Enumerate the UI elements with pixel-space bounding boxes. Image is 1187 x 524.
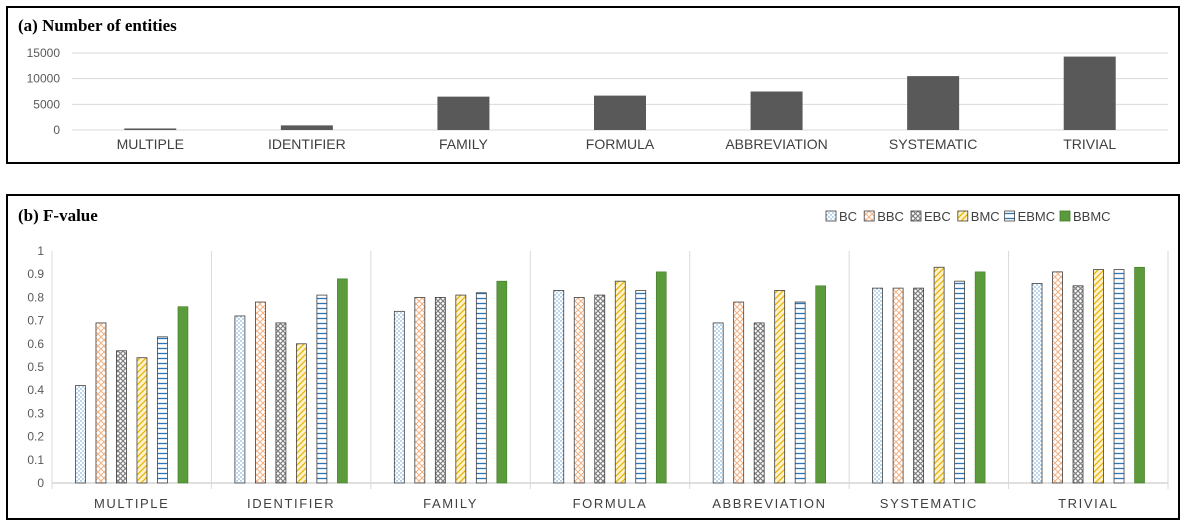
bar-bc-family (393, 310, 405, 484)
y-tick-label: 0.4 (27, 383, 44, 397)
bar-bbc-identifier (254, 301, 266, 484)
y-tick-label: 10000 (27, 72, 61, 86)
entity-count-chart: 0 5000 10000 15000 MULTIPLE IDENTIFIER FAMILY F… (27, 46, 1168, 152)
bar-formula (594, 95, 646, 130)
bar-ebc-identifier (275, 322, 287, 484)
y-tick-label: 0.1 (27, 453, 44, 467)
bar-ebmc-abbreviation (794, 301, 806, 484)
bar-bbc-family (414, 297, 426, 484)
bar-bmc-systematic (933, 266, 945, 484)
bar-bmc-identifier (295, 343, 307, 484)
bar-bbc-multiple (95, 322, 107, 484)
bar-bmc-abbreviation (774, 290, 786, 484)
y-tick-label: 1 (37, 244, 44, 258)
bar-bc-trivial (1031, 283, 1043, 484)
bar-bbc-systematic (892, 287, 904, 484)
y-tick-label: 0.7 (27, 314, 44, 328)
bar-bbmc-formula (655, 271, 667, 484)
bar-bmc-trivial (1093, 269, 1104, 484)
bar-ebmc-formula (635, 290, 647, 484)
bar-bbmc-systematic (974, 271, 986, 484)
bar-bmc-formula (614, 280, 626, 484)
legend-label-bmc: BMC (971, 209, 1000, 224)
bar-family (437, 96, 490, 130)
bar-ebmc-trivial (1113, 269, 1125, 484)
bar-bc-identifier (234, 315, 246, 484)
y-tick-label: 0.5 (27, 360, 44, 374)
category-label: FORMULA (573, 496, 648, 511)
bar-ebmc-identifier (316, 294, 328, 484)
category-label: MULTIPLE (117, 136, 184, 152)
bar-bbmc-multiple (177, 306, 189, 484)
legend-swatch-ebc (910, 210, 922, 222)
legend-swatch-bbmc (1059, 210, 1071, 222)
bar-bbmc-trivial (1134, 266, 1145, 484)
y-tick-label: 0.6 (27, 337, 44, 351)
y-tick-label: 0.9 (27, 267, 44, 281)
bar-bc-multiple (75, 385, 86, 484)
y-tick-label: 0.8 (27, 290, 44, 304)
bar-ebc-family (434, 297, 446, 484)
category-label: FORMULA (586, 136, 655, 152)
bar-bmc-family (455, 294, 467, 484)
bar-bmc-multiple (136, 357, 148, 484)
category-label: FAMILY (423, 496, 478, 511)
bar-bc-systematic (872, 287, 884, 484)
bar-ebmc-multiple (157, 336, 168, 484)
legend-label-bbc: BBC (877, 209, 904, 224)
bar-trivial (1063, 56, 1116, 130)
bar-identifier (280, 125, 333, 130)
f-value-title: (b) F-value (18, 206, 98, 225)
bar-ebc-multiple (116, 350, 127, 484)
legend-label-ebmc: EBMC (1018, 209, 1056, 224)
bar-abbreviation (750, 91, 803, 130)
f-value-panel: (b) F-value (6, 194, 1180, 520)
category-label: SYSTEMATIC (889, 136, 977, 152)
y-tick-label: 0.2 (27, 430, 44, 444)
entity-count-title: (a) Number of entities (18, 16, 177, 35)
f-value-chart: 0 0.1 0.2 0.3 0.4 0.5 0.6 0.7 0.8 0.9 1 MULTIPLE IDE… (27, 209, 1169, 511)
y-tick-label: 0.3 (27, 406, 44, 420)
bar-multiple (124, 128, 177, 130)
entity-count-panel: (a) Number of entities 0 5000 10000 15000 MU… (6, 6, 1180, 164)
legend-swatch-bbc (863, 210, 875, 222)
y-tick-label: 0 (37, 476, 44, 490)
legend-swatch-ebmc (1004, 210, 1015, 222)
category-label: TRIVIAL (1058, 496, 1118, 511)
y-tick-label: 5000 (33, 97, 60, 111)
bar-bbc-formula (573, 297, 585, 484)
category-label: ABBREVIATION (725, 136, 827, 152)
bar-bbmc-family (496, 280, 508, 484)
legend-label-bbmc: BBMC (1073, 209, 1111, 224)
bar-ebmc-systematic (954, 280, 966, 484)
bar-bbc-trivial (1052, 271, 1063, 484)
category-label: ABBREVIATION (712, 496, 826, 511)
bar-bc-formula (553, 290, 565, 484)
bar-bbc-abbreviation (733, 301, 745, 484)
legend-label-bc: BC (839, 209, 857, 224)
bar-ebc-systematic (913, 287, 925, 484)
category-label: SYSTEMATIC (880, 496, 978, 511)
bar-bc-abbreviation (712, 322, 724, 484)
category-label: TRIVIAL (1063, 136, 1116, 152)
category-label: FAMILY (439, 136, 488, 152)
y-tick-label: 0 (53, 123, 60, 137)
legend: BC BBC EBC BMC EBMC BBMC (825, 209, 1111, 224)
bar-ebc-trivial (1072, 285, 1084, 484)
category-label: MULTIPLE (94, 496, 169, 511)
legend-swatch-bc (825, 210, 837, 222)
legend-label-ebc: EBC (924, 209, 951, 224)
bar-ebc-abbreviation (753, 322, 765, 484)
category-label: IDENTIFIER (247, 496, 335, 511)
legend-swatch-bmc (957, 210, 969, 222)
y-tick-label: 15000 (27, 46, 61, 60)
bar-ebc-formula (594, 294, 606, 484)
bar-systematic (907, 76, 960, 130)
category-label: IDENTIFIER (268, 136, 346, 152)
bar-bbmc-identifier (337, 278, 348, 484)
bar-bbmc-abbreviation (815, 285, 826, 484)
bar-ebmc-family (475, 292, 487, 484)
